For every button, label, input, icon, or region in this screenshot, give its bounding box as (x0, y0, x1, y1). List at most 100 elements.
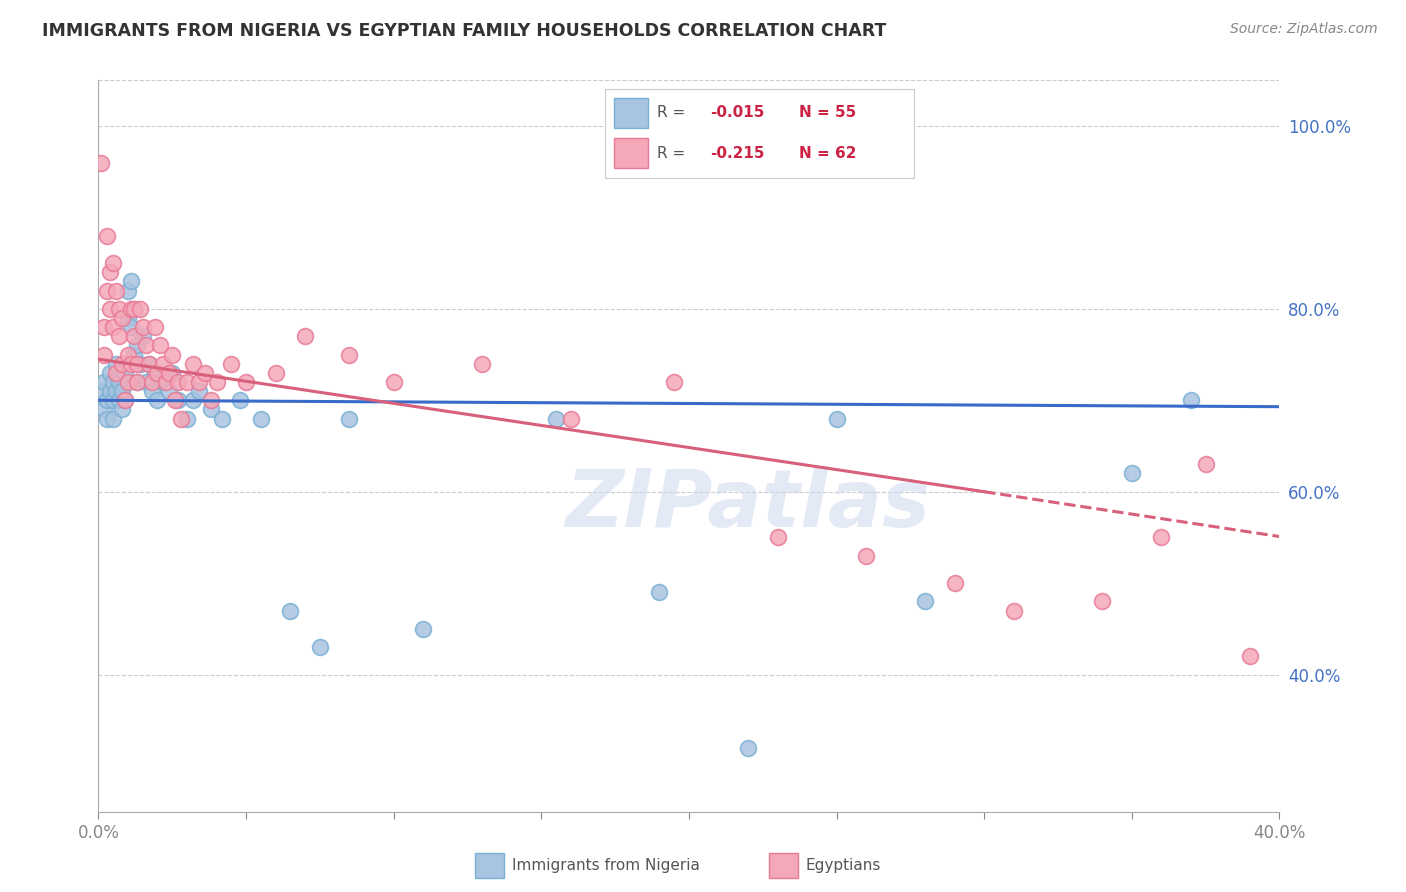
Point (152, 375, 174, 389)
Point (143, 320, 166, 334)
Point (176, 411, 198, 425)
FancyBboxPatch shape (475, 853, 505, 878)
Point (125, 338, 148, 352)
Point (146, 366, 169, 380)
Point (205, 375, 228, 389)
Text: -0.215: -0.215 (710, 146, 765, 161)
Point (103, 411, 125, 425)
Point (766, 530, 789, 544)
Point (93, 320, 115, 334)
Point (664, 375, 686, 389)
Point (143, 366, 166, 380)
Point (181, 393, 204, 408)
Text: N = 55: N = 55 (800, 105, 856, 120)
Point (96, 393, 118, 408)
Point (111, 310, 134, 325)
Point (132, 329, 155, 343)
Point (135, 338, 157, 352)
Point (200, 393, 222, 408)
Point (141, 384, 163, 399)
Text: N = 62: N = 62 (800, 146, 856, 161)
Point (187, 384, 209, 399)
Point (98, 366, 121, 380)
Point (90, 384, 112, 399)
Point (128, 301, 150, 316)
Point (200, 402, 222, 417)
Point (339, 348, 361, 362)
Point (1239, 649, 1261, 664)
Point (167, 375, 190, 389)
Point (162, 366, 183, 380)
Point (103, 256, 125, 270)
Point (93, 375, 115, 389)
Point (280, 604, 302, 618)
Point (96, 411, 118, 425)
Point (114, 393, 136, 408)
Point (105, 384, 128, 399)
Point (194, 366, 217, 380)
FancyBboxPatch shape (614, 98, 648, 128)
Point (135, 375, 157, 389)
Text: Source: ZipAtlas.com: Source: ZipAtlas.com (1230, 22, 1378, 37)
Point (120, 301, 142, 316)
Point (560, 411, 582, 425)
Point (412, 622, 434, 636)
Point (96, 284, 118, 298)
Point (93, 348, 115, 362)
Point (111, 402, 134, 417)
Point (176, 375, 198, 389)
Point (264, 366, 287, 380)
Point (108, 393, 131, 408)
Point (943, 576, 966, 591)
Point (105, 284, 128, 298)
Point (235, 375, 257, 389)
Point (98, 301, 121, 316)
Point (152, 357, 174, 371)
Point (132, 320, 155, 334)
Point (122, 348, 145, 362)
Point (122, 329, 145, 343)
Point (1091, 594, 1114, 608)
Point (105, 357, 128, 371)
Point (229, 393, 252, 408)
Point (120, 275, 142, 289)
Point (93, 402, 115, 417)
Point (125, 357, 148, 371)
Point (157, 384, 180, 399)
Point (211, 411, 233, 425)
Point (103, 375, 125, 389)
Point (98, 384, 121, 399)
Point (117, 348, 139, 362)
Point (1180, 393, 1202, 408)
Point (155, 375, 177, 389)
Point (162, 348, 183, 362)
Point (471, 357, 494, 371)
Point (117, 375, 139, 389)
FancyBboxPatch shape (614, 138, 648, 168)
Point (117, 284, 139, 298)
Point (546, 411, 568, 425)
Point (114, 366, 136, 380)
Point (309, 640, 332, 655)
Text: ZIPatlas: ZIPatlas (565, 466, 931, 543)
Point (181, 357, 204, 371)
Point (122, 301, 145, 316)
Point (111, 384, 134, 399)
Point (339, 411, 361, 425)
Point (1002, 604, 1025, 618)
Point (914, 594, 936, 608)
Point (120, 357, 142, 371)
Text: Egyptians: Egyptians (806, 858, 882, 872)
Point (294, 329, 316, 343)
Point (114, 393, 136, 408)
Text: Immigrants from Nigeria: Immigrants from Nigeria (512, 858, 700, 872)
Point (141, 375, 163, 389)
Point (120, 320, 142, 334)
Text: IMMIGRANTS FROM NIGERIA VS EGYPTIAN FAMILY HOUSEHOLDS CORRELATION CHART: IMMIGRANTS FROM NIGERIA VS EGYPTIAN FAMI… (42, 22, 887, 40)
Point (1150, 530, 1173, 544)
Text: R =: R = (657, 105, 690, 120)
Point (382, 375, 405, 389)
Point (187, 375, 209, 389)
Point (146, 393, 169, 408)
Point (737, 740, 759, 755)
